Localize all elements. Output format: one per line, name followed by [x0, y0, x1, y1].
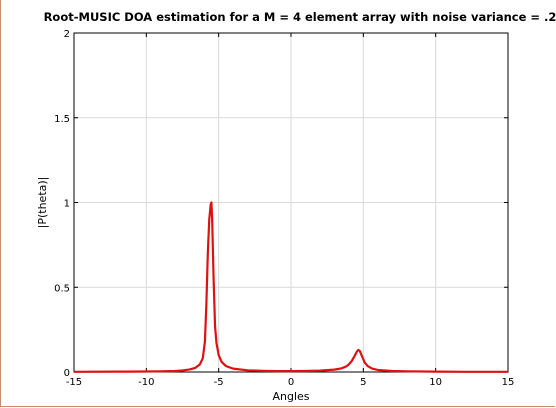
axis-ticks: -15 -10 -5 0 5 10 15 0 0.5 1 1.5 2: [54, 29, 514, 388]
x-tick-label: -5: [214, 377, 224, 388]
y-axis-label: |P(theta)|: [36, 177, 49, 229]
x-tick-label: 0: [288, 377, 294, 388]
y-tick-label: 2: [64, 29, 70, 40]
chart-title: Root-MUSIC DOA estimation for a M = 4 el…: [44, 10, 556, 24]
y-tick-label: 1.5: [54, 114, 70, 125]
x-tick-label: 10: [429, 377, 442, 388]
series-layer: [73, 201, 508, 373]
x-axis-label: Angles: [272, 390, 309, 403]
x-tick-label: -10: [138, 377, 154, 388]
series-line: [73, 201, 508, 373]
y-tick-label: 0.5: [54, 283, 70, 294]
grid: [74, 33, 508, 372]
x-tick-label: 5: [360, 377, 366, 388]
x-tick-label: -15: [66, 377, 82, 388]
x-tick-label: 15: [502, 377, 515, 388]
y-tick-label: 1: [64, 199, 70, 210]
y-tick-label: 0: [64, 368, 70, 379]
